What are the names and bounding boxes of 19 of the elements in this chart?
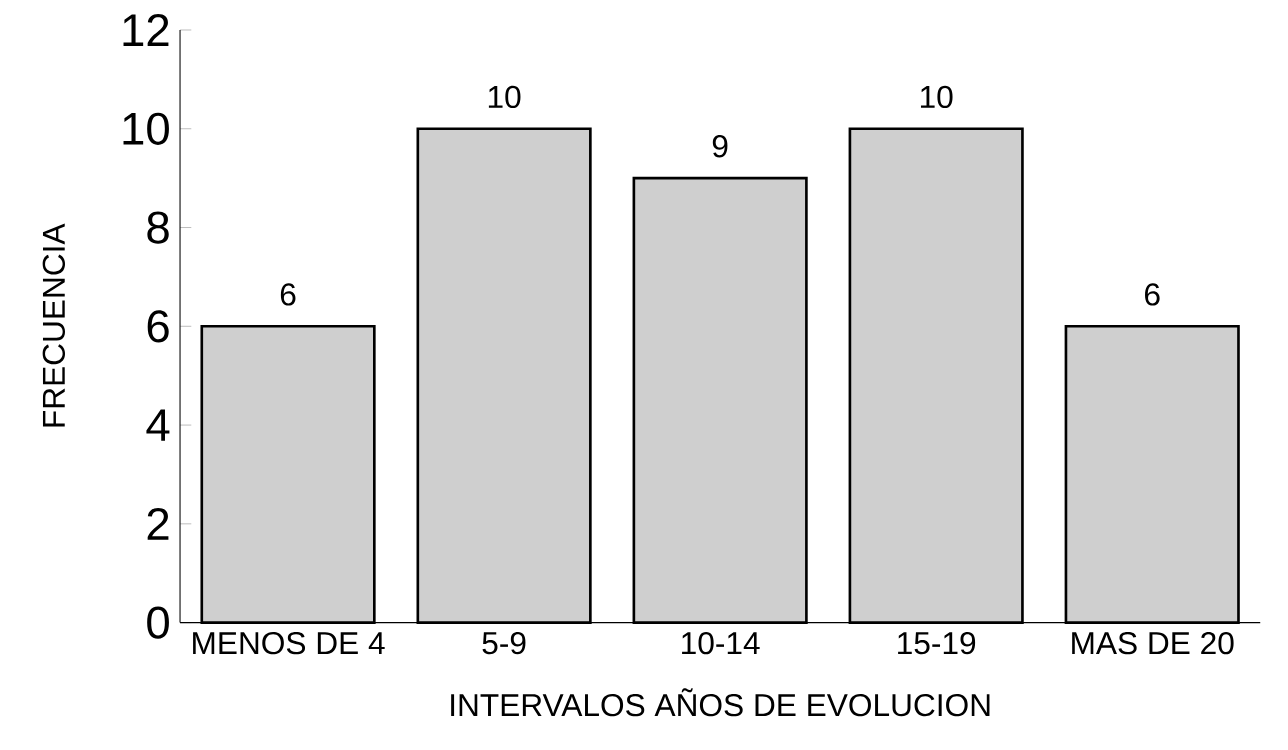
y-tick-label: 2 bbox=[147, 507, 169, 540]
x-tick-label: 15-19 bbox=[898, 631, 976, 655]
y-tick-label: 4 bbox=[146, 409, 170, 441]
y-axis-title: FRECUENCIA bbox=[42, 223, 66, 427]
y-tick-label: 12 bbox=[123, 14, 169, 46]
data-label: 6 bbox=[1145, 283, 1160, 306]
x-tick-label: MENOS DE 4 bbox=[193, 631, 385, 655]
y-tick-label: 0 bbox=[147, 606, 169, 639]
data-label: 10 bbox=[488, 85, 521, 109]
x-tick-label: MAS DE 20 bbox=[1072, 631, 1234, 655]
data-label: 9 bbox=[712, 135, 728, 158]
y-tick-label: 10 bbox=[123, 112, 169, 145]
data-label: 10 bbox=[920, 85, 953, 109]
x-tick-label: 5-9 bbox=[482, 631, 526, 655]
y-tick-label: 8 bbox=[147, 211, 169, 244]
data-label: 6 bbox=[280, 283, 296, 306]
x-tick-label: 10-14 bbox=[682, 631, 760, 655]
x-axis-title: INTERVALOS AÑOS DE EVOLUCION bbox=[451, 688, 990, 717]
y-tick-label: 6 bbox=[147, 310, 169, 343]
